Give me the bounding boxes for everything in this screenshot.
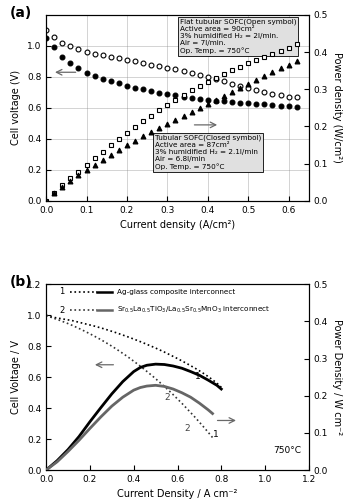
- Text: 1: 1: [195, 372, 201, 380]
- Y-axis label: Cell voltage (V): Cell voltage (V): [11, 70, 21, 146]
- Text: 2: 2: [184, 424, 190, 434]
- Y-axis label: Power density (W/cm²): Power density (W/cm²): [332, 52, 342, 164]
- Text: Sr$_{0.5}$La$_{0.5}$TiO$_3$/La$_{0.5}$Sr$_{0.5}$MnO$_3$ interconnect: Sr$_{0.5}$La$_{0.5}$TiO$_3$/La$_{0.5}$Sr…: [117, 305, 271, 316]
- X-axis label: Current Density / A cm⁻²: Current Density / A cm⁻²: [117, 490, 238, 500]
- Text: (a): (a): [9, 6, 32, 20]
- Y-axis label: Power Density / W cm⁻²: Power Density / W cm⁻²: [332, 319, 342, 435]
- Text: 1: 1: [59, 287, 65, 296]
- Y-axis label: Cell Voltage / V: Cell Voltage / V: [11, 340, 21, 414]
- X-axis label: Current density (A/cm²): Current density (A/cm²): [120, 220, 235, 230]
- Text: (b): (b): [9, 275, 32, 289]
- Text: 2: 2: [164, 392, 170, 402]
- Text: Ag-glass composite interconnect: Ag-glass composite interconnect: [117, 288, 235, 294]
- Text: 2: 2: [59, 306, 65, 315]
- Text: Tubular SOFC(Closed symbol)
Active area = 87cm²
3% humidified H₂ = 2.1l/min
Air : Tubular SOFC(Closed symbol) Active area …: [155, 135, 262, 170]
- Text: 1: 1: [213, 430, 218, 440]
- Text: Flat tubular SOFC(Open symbol)
Active area = 90cm²
3% humidified H₂ = 2l/min.
Ai: Flat tubular SOFC(Open symbol) Active ar…: [180, 19, 296, 54]
- Text: 750°C: 750°C: [273, 446, 301, 455]
